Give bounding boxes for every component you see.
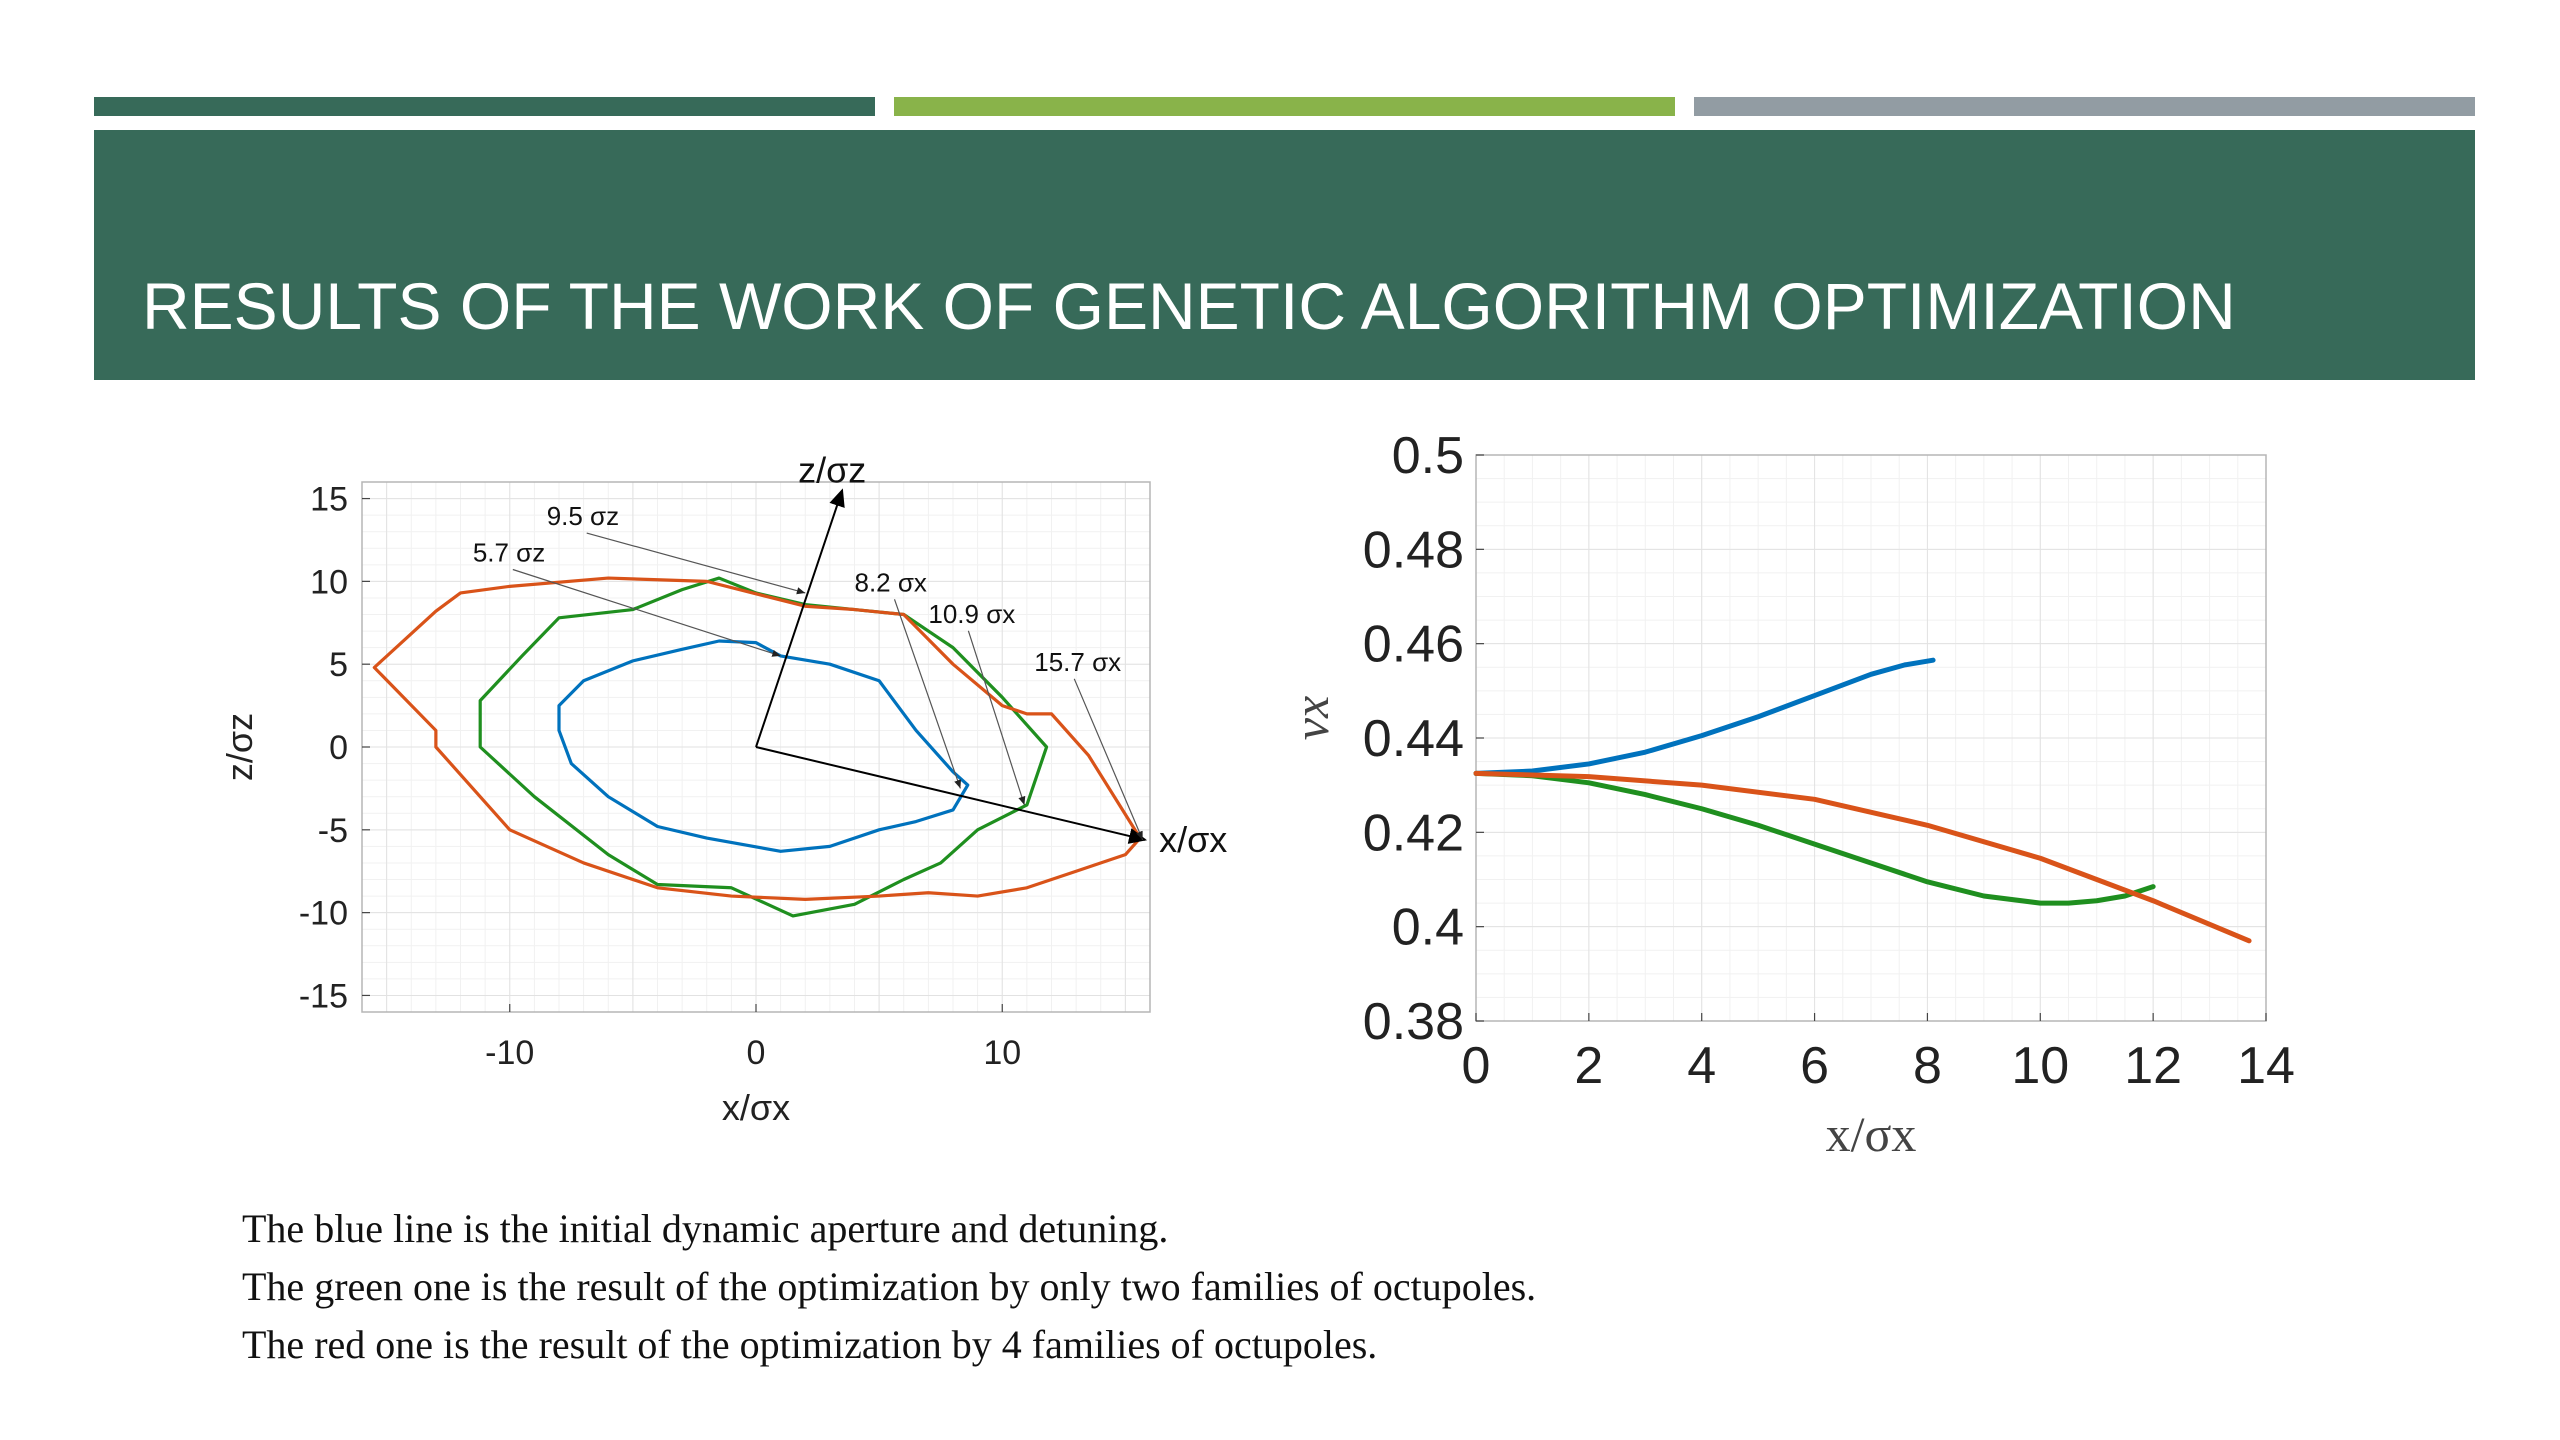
arrow-label: z/σz bbox=[798, 449, 866, 490]
y-tick-label: 0.38 bbox=[1363, 993, 1464, 1051]
dynamic-aperture-chart: -10 0 10 15 10 5 0 -5 -10 -15 x/σx z/σz z/σz x/σx 9.5 … bbox=[219, 449, 1227, 1128]
y-tick-label: -5 bbox=[318, 812, 348, 850]
y-tick-label: 0 bbox=[329, 729, 348, 767]
x-axis-label: x/σx bbox=[1826, 1106, 1917, 1162]
x-tick-label: 12 bbox=[2124, 1037, 2182, 1095]
arrow-label: x/σx bbox=[1159, 819, 1227, 860]
x-tick-label: 0 bbox=[1462, 1037, 1491, 1095]
annotation-label: 9.5 σz bbox=[547, 501, 619, 531]
y-tick-label: 15 bbox=[310, 481, 348, 519]
annotation-label: 5.7 σz bbox=[473, 538, 545, 568]
axis-arrow bbox=[755, 746, 1148, 844]
accent-bar-dark-green bbox=[94, 97, 875, 116]
annotation-label: 8.2 σx bbox=[855, 567, 927, 597]
axis-arrow bbox=[755, 488, 845, 748]
y-axis-label: z/σz bbox=[219, 713, 260, 781]
y-tick-label: 0.44 bbox=[1363, 710, 1464, 768]
y-tick-label: 0.5 bbox=[1392, 427, 1464, 485]
y-tick-label: 0.42 bbox=[1363, 804, 1464, 862]
caption-line-1: The blue line is the initial dynamic ape… bbox=[242, 1206, 1169, 1251]
title-banner: RESULTS OF THE WORK OF GENETIC ALGORITHM… bbox=[94, 130, 2475, 380]
annotation-label: 10.9 σx bbox=[928, 599, 1015, 629]
y-tick-label: 0.46 bbox=[1363, 616, 1464, 674]
y-tick-label: 10 bbox=[310, 563, 348, 601]
slide-title: RESULTS OF THE WORK OF GENETIC ALGORITHM… bbox=[142, 269, 2236, 343]
annotation-arrow bbox=[586, 532, 806, 595]
y-axis-label: νx bbox=[1283, 696, 1339, 740]
annotation-arrow bbox=[893, 599, 962, 789]
annotation-arrow bbox=[1073, 678, 1144, 840]
aperture-series-1 bbox=[557, 639, 970, 853]
accent-bar-light-green bbox=[894, 97, 1675, 116]
x-tick-label: 14 bbox=[2237, 1037, 2295, 1095]
annotation-label: 15.7 σx bbox=[1034, 647, 1121, 677]
detuning-chart: 0 2 4 6 8 10 12 14 0.5 0.48 0.46 0.44 0.42 0.4 0.38 x/σ… bbox=[1283, 427, 2295, 1162]
caption: The blue line is the initial dynamic ape… bbox=[242, 1200, 1536, 1374]
annotation-arrow bbox=[967, 630, 1026, 806]
y-tick-label: 0.4 bbox=[1392, 899, 1464, 957]
x-tick-label: 10 bbox=[983, 1034, 1021, 1072]
accent-bar-gray bbox=[1694, 97, 2475, 116]
x-tick-label: 4 bbox=[1687, 1037, 1716, 1095]
x-tick-label: 10 bbox=[2011, 1037, 2069, 1095]
detuning-series-1 bbox=[1473, 657, 1936, 776]
y-tick-label: -10 bbox=[299, 895, 348, 933]
y-tick-label: 5 bbox=[329, 646, 348, 684]
x-tick-label: 2 bbox=[1574, 1037, 1603, 1095]
x-tick-label: 0 bbox=[747, 1034, 766, 1072]
x-tick-label: -10 bbox=[485, 1034, 534, 1072]
detuning-series-2 bbox=[1473, 770, 2156, 906]
x-axis-label: x/σx bbox=[722, 1087, 790, 1128]
caption-line-3: The red one is the result of the optimiz… bbox=[242, 1322, 1378, 1367]
y-tick-label: -15 bbox=[299, 977, 348, 1015]
y-tick-label: 0.48 bbox=[1363, 521, 1464, 579]
annotation-arrow bbox=[512, 568, 781, 657]
detuning-series-3 bbox=[1473, 770, 2252, 944]
caption-line-2: The green one is the result of the optim… bbox=[242, 1264, 1537, 1309]
x-tick-label: 6 bbox=[1800, 1037, 1829, 1095]
aperture-series-3 bbox=[372, 576, 1142, 901]
x-tick-label: 8 bbox=[1913, 1037, 1942, 1095]
